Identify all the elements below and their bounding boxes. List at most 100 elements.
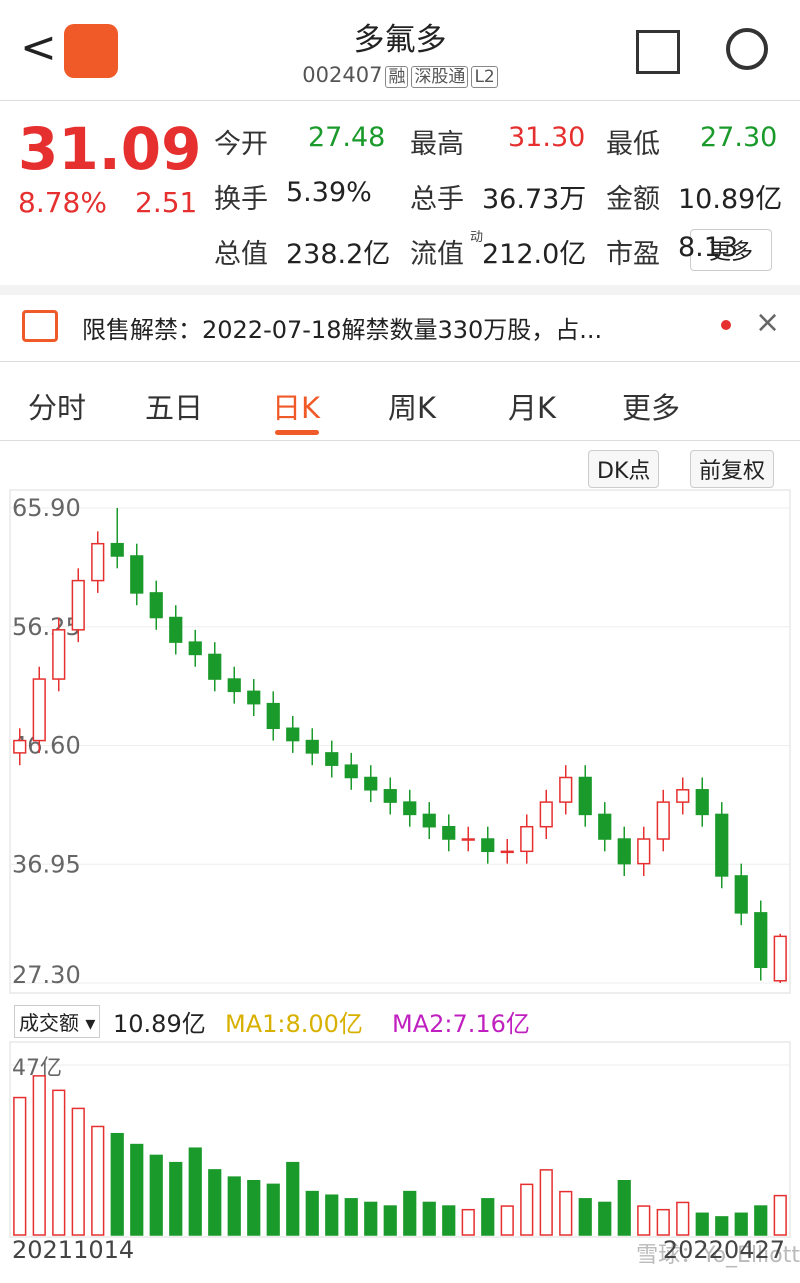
tab[interactable]: 日K [272,391,321,425]
more-button[interactable]: 更多 [690,229,773,271]
candle-body [598,813,612,840]
volume-bar [773,1194,787,1236]
stat-value: 238.2亿 [286,239,391,270]
volume-bar [617,1179,631,1236]
search[interactable] [726,28,768,70]
volume-bar [422,1201,436,1236]
tab[interactable]: 分时 [28,391,87,425]
candle-body [734,875,748,914]
tab-underline [275,430,319,435]
volume-bar [305,1190,319,1236]
candle-body [383,789,397,803]
candle-body [773,935,787,982]
volume-bar [247,1179,261,1236]
candle-body [208,653,222,680]
stat-label: 市盈 [606,239,660,270]
volume-bar [208,1169,222,1236]
candle-body [149,592,163,619]
share[interactable] [636,30,680,74]
price: 31.09 [18,115,202,183]
volume-bar [169,1161,183,1236]
candle-body [578,776,592,816]
stat-value: 212.0亿 [482,239,587,270]
ma2: MA2:7.16亿 [392,1010,530,1038]
volume-bar [559,1190,573,1236]
tab[interactable]: 五日 [145,391,204,425]
y-tick-label: 27.30 [12,961,81,989]
volume-bar [520,1183,534,1236]
volume-bar [227,1176,241,1236]
candle-body [559,776,573,803]
candle-body [266,702,280,730]
candle-body [617,838,631,865]
candle-body [130,555,144,594]
candle-body [461,838,475,841]
volume-bar [13,1096,27,1236]
watermark: 雪球：Yo_Elliott [636,1243,800,1268]
candle-body [169,616,183,643]
change: 2.51 [135,186,198,219]
stat-label: 最高 [410,129,464,160]
stat-value: 8.13 [678,232,739,263]
tab[interactable]: 周K [388,391,437,425]
volume-bar [364,1201,378,1236]
x-tick-label: 20220427 [663,1236,785,1264]
volume-bar [266,1183,280,1236]
stat-value: 10.89亿 [678,184,783,215]
volume-selector[interactable]: 成交额 ▾ [14,1005,101,1038]
y-tick-label: 65.90 [12,494,81,522]
volume-bar [578,1198,592,1236]
y-tick-label: 56.25 [12,613,81,641]
volume-label: 成交额 [19,1011,79,1035]
candle-body [91,542,105,582]
back[interactable]: < [20,22,57,73]
tab[interactable]: 更多 [622,391,681,425]
volume-bar [695,1212,709,1236]
candle-body [286,727,300,742]
adjust-button[interactable]: 前复权 [690,450,775,488]
stat-label: 最低 [606,129,660,160]
volume-bar [637,1205,651,1236]
stat-label: 流值 [410,239,464,270]
candle-body [188,641,202,656]
close[interactable]: × [755,305,781,340]
speaker-icon [22,310,58,342]
volume-bar [52,1089,66,1236]
banner[interactable] [0,285,800,362]
candle-body [110,542,124,557]
volume-bar [403,1190,417,1236]
candle-body [539,801,553,828]
tab[interactable]: 月K [508,391,557,425]
candle-body [695,789,709,816]
volume-bar [110,1132,124,1236]
stat-value: 27.30 [700,122,778,153]
price-frame [9,489,791,994]
stat-value: 5.39% [286,177,372,208]
divider [0,440,800,441]
candle-body [32,678,46,742]
candle-body [715,813,729,877]
x-tick-label: 20211014 [12,1236,134,1264]
candle-body [325,752,339,766]
candle-body [71,579,85,631]
candle-body [422,813,436,828]
volume-bar [500,1205,514,1236]
volume-bar [598,1201,612,1236]
pe-mark: 动 [470,230,484,245]
volume-bar [539,1169,553,1236]
stat-label: 总手 [410,184,464,215]
candle-body [442,825,456,840]
candle-body [481,838,495,853]
candle-body [500,850,514,854]
candle-body [344,764,358,779]
dk-button[interactable]: DK点 [588,450,660,488]
banner-text: 限售解禁：2022-07-18解禁数量330万股，占... [82,316,603,344]
volume-bar [286,1161,300,1236]
divider [0,100,800,101]
volume-current: 10.89亿 [113,1010,206,1038]
volume-bar [71,1107,85,1236]
title: 多氟多 [353,22,447,58]
candle-body [52,629,66,680]
volume-frame [9,1041,791,1238]
